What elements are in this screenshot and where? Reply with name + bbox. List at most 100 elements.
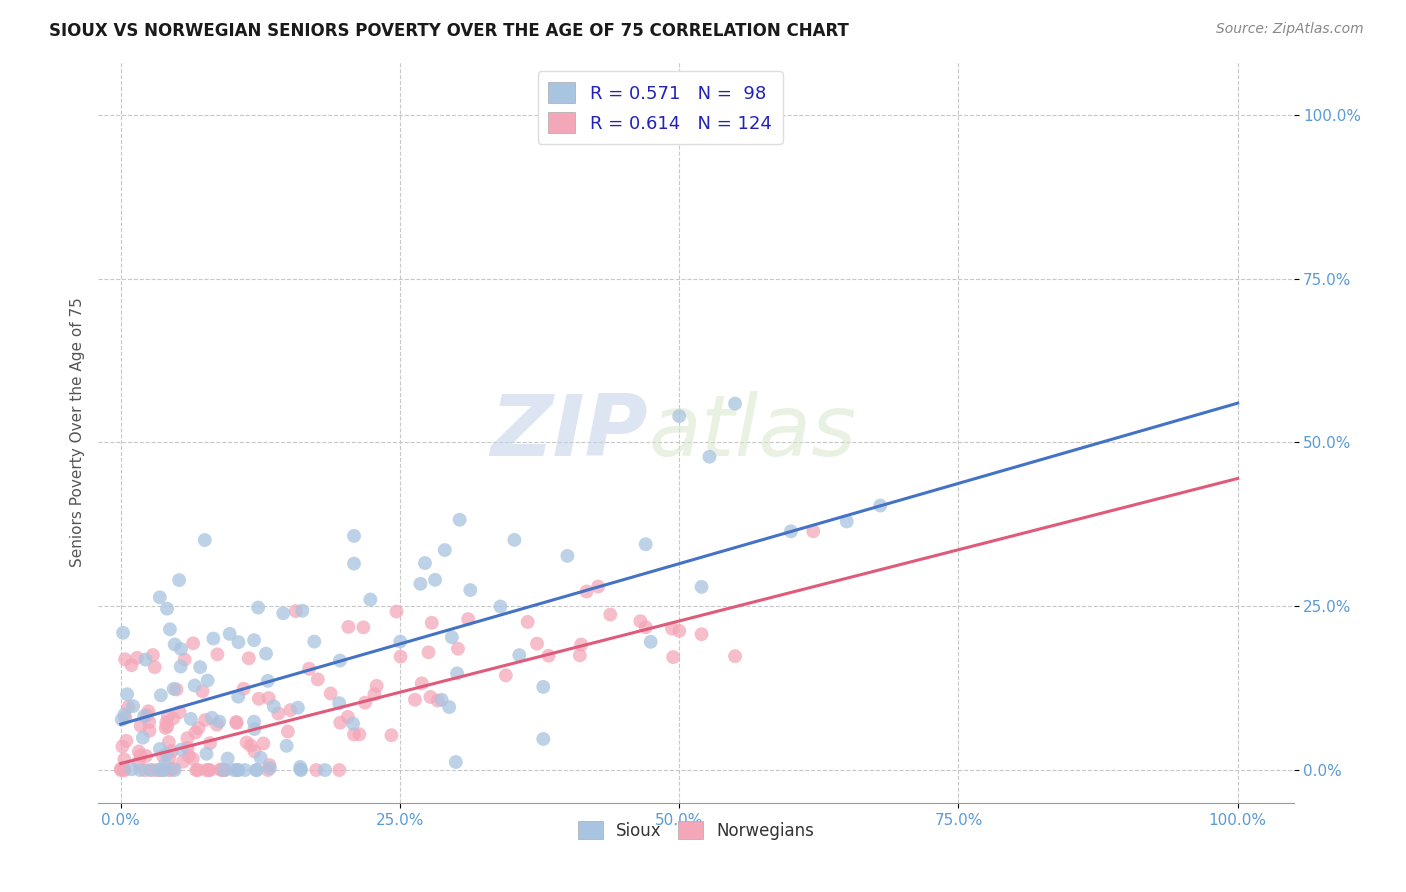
Point <box>420 615 443 630</box>
Point <box>205 717 228 731</box>
Point <box>526 637 548 651</box>
Point <box>277 724 299 739</box>
Point <box>157 735 180 749</box>
Point <box>276 739 298 753</box>
Point <box>801 524 824 538</box>
Point <box>531 731 554 746</box>
Point <box>114 652 136 666</box>
Point <box>188 660 211 674</box>
Point <box>142 648 165 662</box>
Point <box>503 533 526 547</box>
Point <box>156 747 179 762</box>
Point <box>419 690 441 704</box>
Point <box>226 763 249 777</box>
Legend: Sioux, Norwegians: Sioux, Norwegians <box>571 814 821 847</box>
Point <box>181 636 204 650</box>
Point <box>232 681 254 696</box>
Point <box>280 703 302 717</box>
Point <box>135 708 157 723</box>
Point <box>380 728 402 742</box>
Point <box>111 739 134 754</box>
Point <box>134 652 156 666</box>
Point <box>460 582 482 597</box>
Point <box>122 699 145 714</box>
Point <box>166 682 188 697</box>
Point <box>508 648 530 662</box>
Point <box>183 678 205 692</box>
Point <box>495 668 517 682</box>
Point <box>129 719 152 733</box>
Point <box>336 710 359 724</box>
Point <box>440 630 463 644</box>
Point <box>114 763 136 777</box>
Point <box>125 650 148 665</box>
Point <box>446 666 468 681</box>
Point <box>112 625 135 640</box>
Point <box>176 731 198 745</box>
Point <box>724 649 747 664</box>
Point <box>247 600 270 615</box>
Point <box>239 739 262 753</box>
Point <box>634 537 657 551</box>
Point <box>238 651 260 665</box>
Point <box>155 721 177 735</box>
Point <box>160 744 183 758</box>
Point <box>198 736 221 750</box>
Point <box>112 707 135 722</box>
Point <box>155 715 177 730</box>
Point <box>134 763 156 777</box>
Point <box>254 647 277 661</box>
Point <box>319 686 342 700</box>
Point <box>366 679 388 693</box>
Point <box>197 673 219 688</box>
Point <box>114 710 136 724</box>
Point <box>153 757 176 772</box>
Point <box>343 529 366 543</box>
Point <box>145 763 167 777</box>
Point <box>156 719 179 733</box>
Point <box>149 688 172 702</box>
Point <box>352 620 374 634</box>
Point <box>389 649 412 664</box>
Point <box>149 742 172 756</box>
Point <box>129 748 152 763</box>
Point <box>575 584 598 599</box>
Point <box>690 580 713 594</box>
Point <box>257 763 280 777</box>
Point <box>187 721 209 735</box>
Point <box>194 533 217 547</box>
Point <box>156 601 179 615</box>
Point <box>662 650 685 665</box>
Point <box>724 396 747 410</box>
Point <box>218 627 240 641</box>
Point <box>423 573 446 587</box>
Point <box>342 716 364 731</box>
Point <box>305 763 328 777</box>
Point <box>634 620 657 634</box>
Point <box>139 763 162 777</box>
Point <box>780 524 803 539</box>
Point <box>343 727 366 741</box>
Point <box>568 648 591 663</box>
Point <box>138 723 160 738</box>
Point <box>225 763 247 777</box>
Point <box>245 763 267 777</box>
Point <box>329 654 352 668</box>
Point <box>489 599 512 614</box>
Point <box>127 756 149 770</box>
Point <box>170 742 193 756</box>
Point <box>354 696 377 710</box>
Point <box>134 709 156 723</box>
Point <box>212 763 235 777</box>
Point <box>141 763 163 777</box>
Point <box>184 725 207 739</box>
Point <box>135 748 157 763</box>
Point <box>217 751 239 765</box>
Point <box>159 622 181 636</box>
Point <box>869 499 891 513</box>
Point <box>149 763 172 777</box>
Point <box>409 576 432 591</box>
Point <box>207 648 229 662</box>
Point <box>115 687 138 701</box>
Point <box>138 714 160 729</box>
